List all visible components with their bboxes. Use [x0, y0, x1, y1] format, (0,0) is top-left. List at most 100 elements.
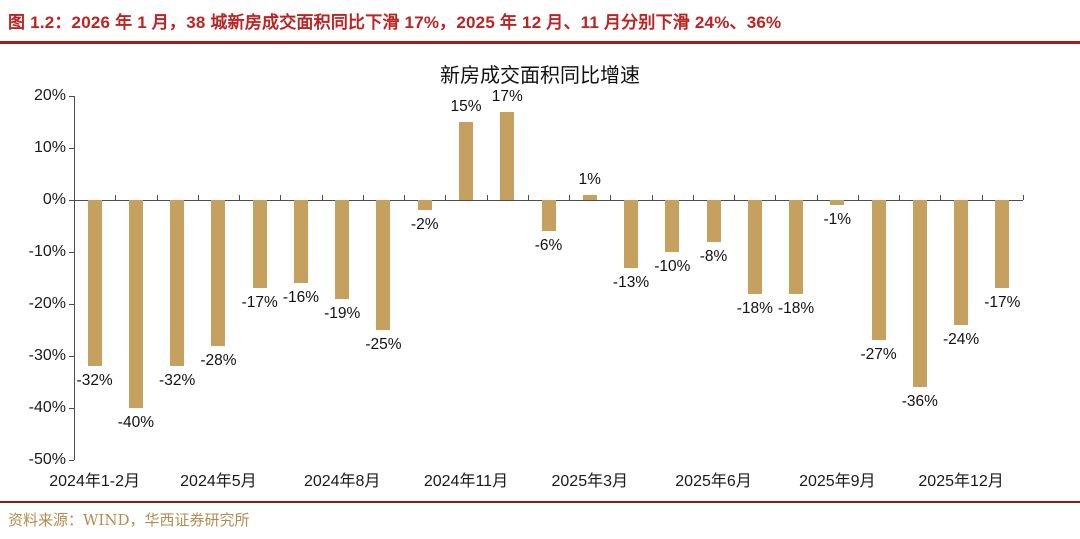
bar-value-label: -40% [117, 414, 154, 431]
bar [211, 200, 226, 346]
x-axis-tick-label: 2025年6月 [675, 473, 752, 490]
y-axis-tick [69, 252, 74, 253]
y-axis-tick-label: 10% [33, 139, 66, 156]
x-axis-tick [610, 195, 612, 200]
bar [541, 200, 556, 232]
bar-value-label: -16% [282, 289, 320, 307]
x-axis-tick-label: 2025年3月 [551, 473, 629, 490]
y-axis-tick [69, 304, 74, 305]
bar [912, 200, 927, 388]
y-axis-tick-label: -40% [28, 399, 66, 416]
bar-value-label: -24% [943, 330, 980, 348]
bar-value-label: 17% [491, 87, 523, 105]
y-axis-line [74, 96, 75, 460]
x-axis-tick [857, 195, 859, 200]
x-axis-tick [280, 195, 282, 200]
bar [871, 200, 886, 341]
chart-title: 新房成交面积同比增速 [440, 63, 640, 87]
source-note: 资料来源：WIND，华西证券研究所 [8, 511, 250, 529]
x-axis-tick-label: 2024年1-2月 [49, 473, 140, 490]
x-axis-tick [115, 195, 117, 200]
bar [376, 200, 391, 330]
bar-value-label: -6% [534, 237, 563, 255]
bar [128, 200, 143, 408]
y-axis-tick-label: -10% [28, 243, 66, 260]
bar [624, 200, 639, 268]
x-axis-tick [197, 195, 199, 200]
footer-divider-rule [0, 501, 1080, 503]
x-axis-tick [734, 195, 736, 200]
y-axis-tick-label: 0% [42, 191, 66, 208]
bar [252, 200, 267, 289]
bar [665, 200, 680, 252]
bar-value-label: -1% [823, 211, 852, 229]
x-axis-tick [899, 195, 901, 200]
bar [87, 200, 102, 367]
x-axis-tick-label: 2024年5月 [180, 473, 257, 490]
bar [335, 200, 350, 299]
bar [458, 122, 473, 200]
bar-value-label: -36% [901, 393, 938, 411]
x-axis-tick [74, 195, 75, 200]
figure-caption: 图 1.2：2026 年 1 月，38 城新房成交面积同比下滑 17%，2025… [8, 13, 782, 32]
y-axis-tick [69, 148, 74, 149]
bar [417, 200, 432, 211]
x-axis-tick [651, 195, 653, 200]
bar [293, 200, 308, 284]
bar-value-label: -32% [159, 372, 196, 390]
x-axis-tick-label: 2025年9月 [799, 473, 876, 490]
x-axis-tick [775, 195, 777, 200]
y-axis-tick-label: -30% [28, 347, 66, 364]
x-axis-tick [362, 195, 364, 200]
x-axis-tick-label: 2024年8月 [303, 473, 381, 490]
bar-value-label: -25% [365, 336, 402, 353]
y-axis-tick [69, 356, 74, 357]
bar-value-label: 15% [450, 98, 482, 115]
bar [582, 194, 597, 200]
x-axis-tick [321, 195, 323, 200]
y-axis-tick [69, 460, 74, 461]
bar-value-label: -17% [984, 294, 1021, 312]
x-axis-tick [527, 195, 529, 200]
x-axis-tick [569, 195, 571, 200]
x-axis-tick [816, 195, 818, 200]
bar [706, 200, 721, 242]
bar-value-label: -8% [699, 247, 728, 265]
y-axis-tick-label: 20% [33, 87, 66, 104]
x-axis-tick [239, 195, 241, 200]
bar-value-label: -27% [860, 346, 897, 364]
y-axis-tick [69, 96, 74, 97]
x-axis-tick [156, 195, 158, 200]
bar-value-label: -10% [654, 258, 691, 275]
bar-value-label: -13% [612, 273, 650, 291]
x-axis-tick-label: 2024年11月 [423, 473, 509, 490]
y-axis-tick-label: -20% [28, 295, 66, 312]
y-axis-tick-label: -50% [28, 451, 66, 468]
x-axis-tick [940, 195, 942, 200]
bar-value-label: -32% [76, 372, 113, 390]
bar [995, 200, 1010, 289]
x-axis-tick [981, 195, 983, 200]
bar [954, 200, 969, 325]
bar [500, 111, 515, 200]
bar [830, 200, 845, 206]
y-axis-tick [69, 200, 74, 201]
x-axis-tick-label: 2025年12月 [918, 473, 1004, 490]
bar [170, 200, 185, 367]
bar-value-label: 1% [578, 170, 601, 188]
bar-value-label: -28% [200, 351, 237, 369]
x-axis-tick [404, 195, 406, 200]
caption-divider-rule [0, 41, 1080, 44]
x-axis-tick [692, 195, 694, 200]
bar [747, 200, 762, 294]
bar-value-label: -18% [777, 299, 815, 317]
bar [789, 200, 804, 294]
bar-value-label: -19% [324, 304, 361, 322]
x-axis-tick [486, 195, 488, 200]
x-axis-tick [1023, 195, 1024, 200]
bar-value-label: -18% [736, 299, 773, 317]
bar-value-label: -2% [410, 216, 439, 234]
bar-value-label: -17% [241, 294, 278, 312]
